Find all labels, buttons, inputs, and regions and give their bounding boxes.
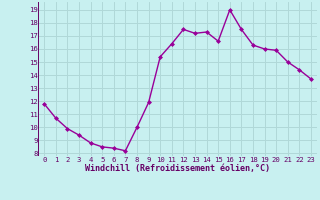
X-axis label: Windchill (Refroidissement éolien,°C): Windchill (Refroidissement éolien,°C)	[85, 164, 270, 173]
